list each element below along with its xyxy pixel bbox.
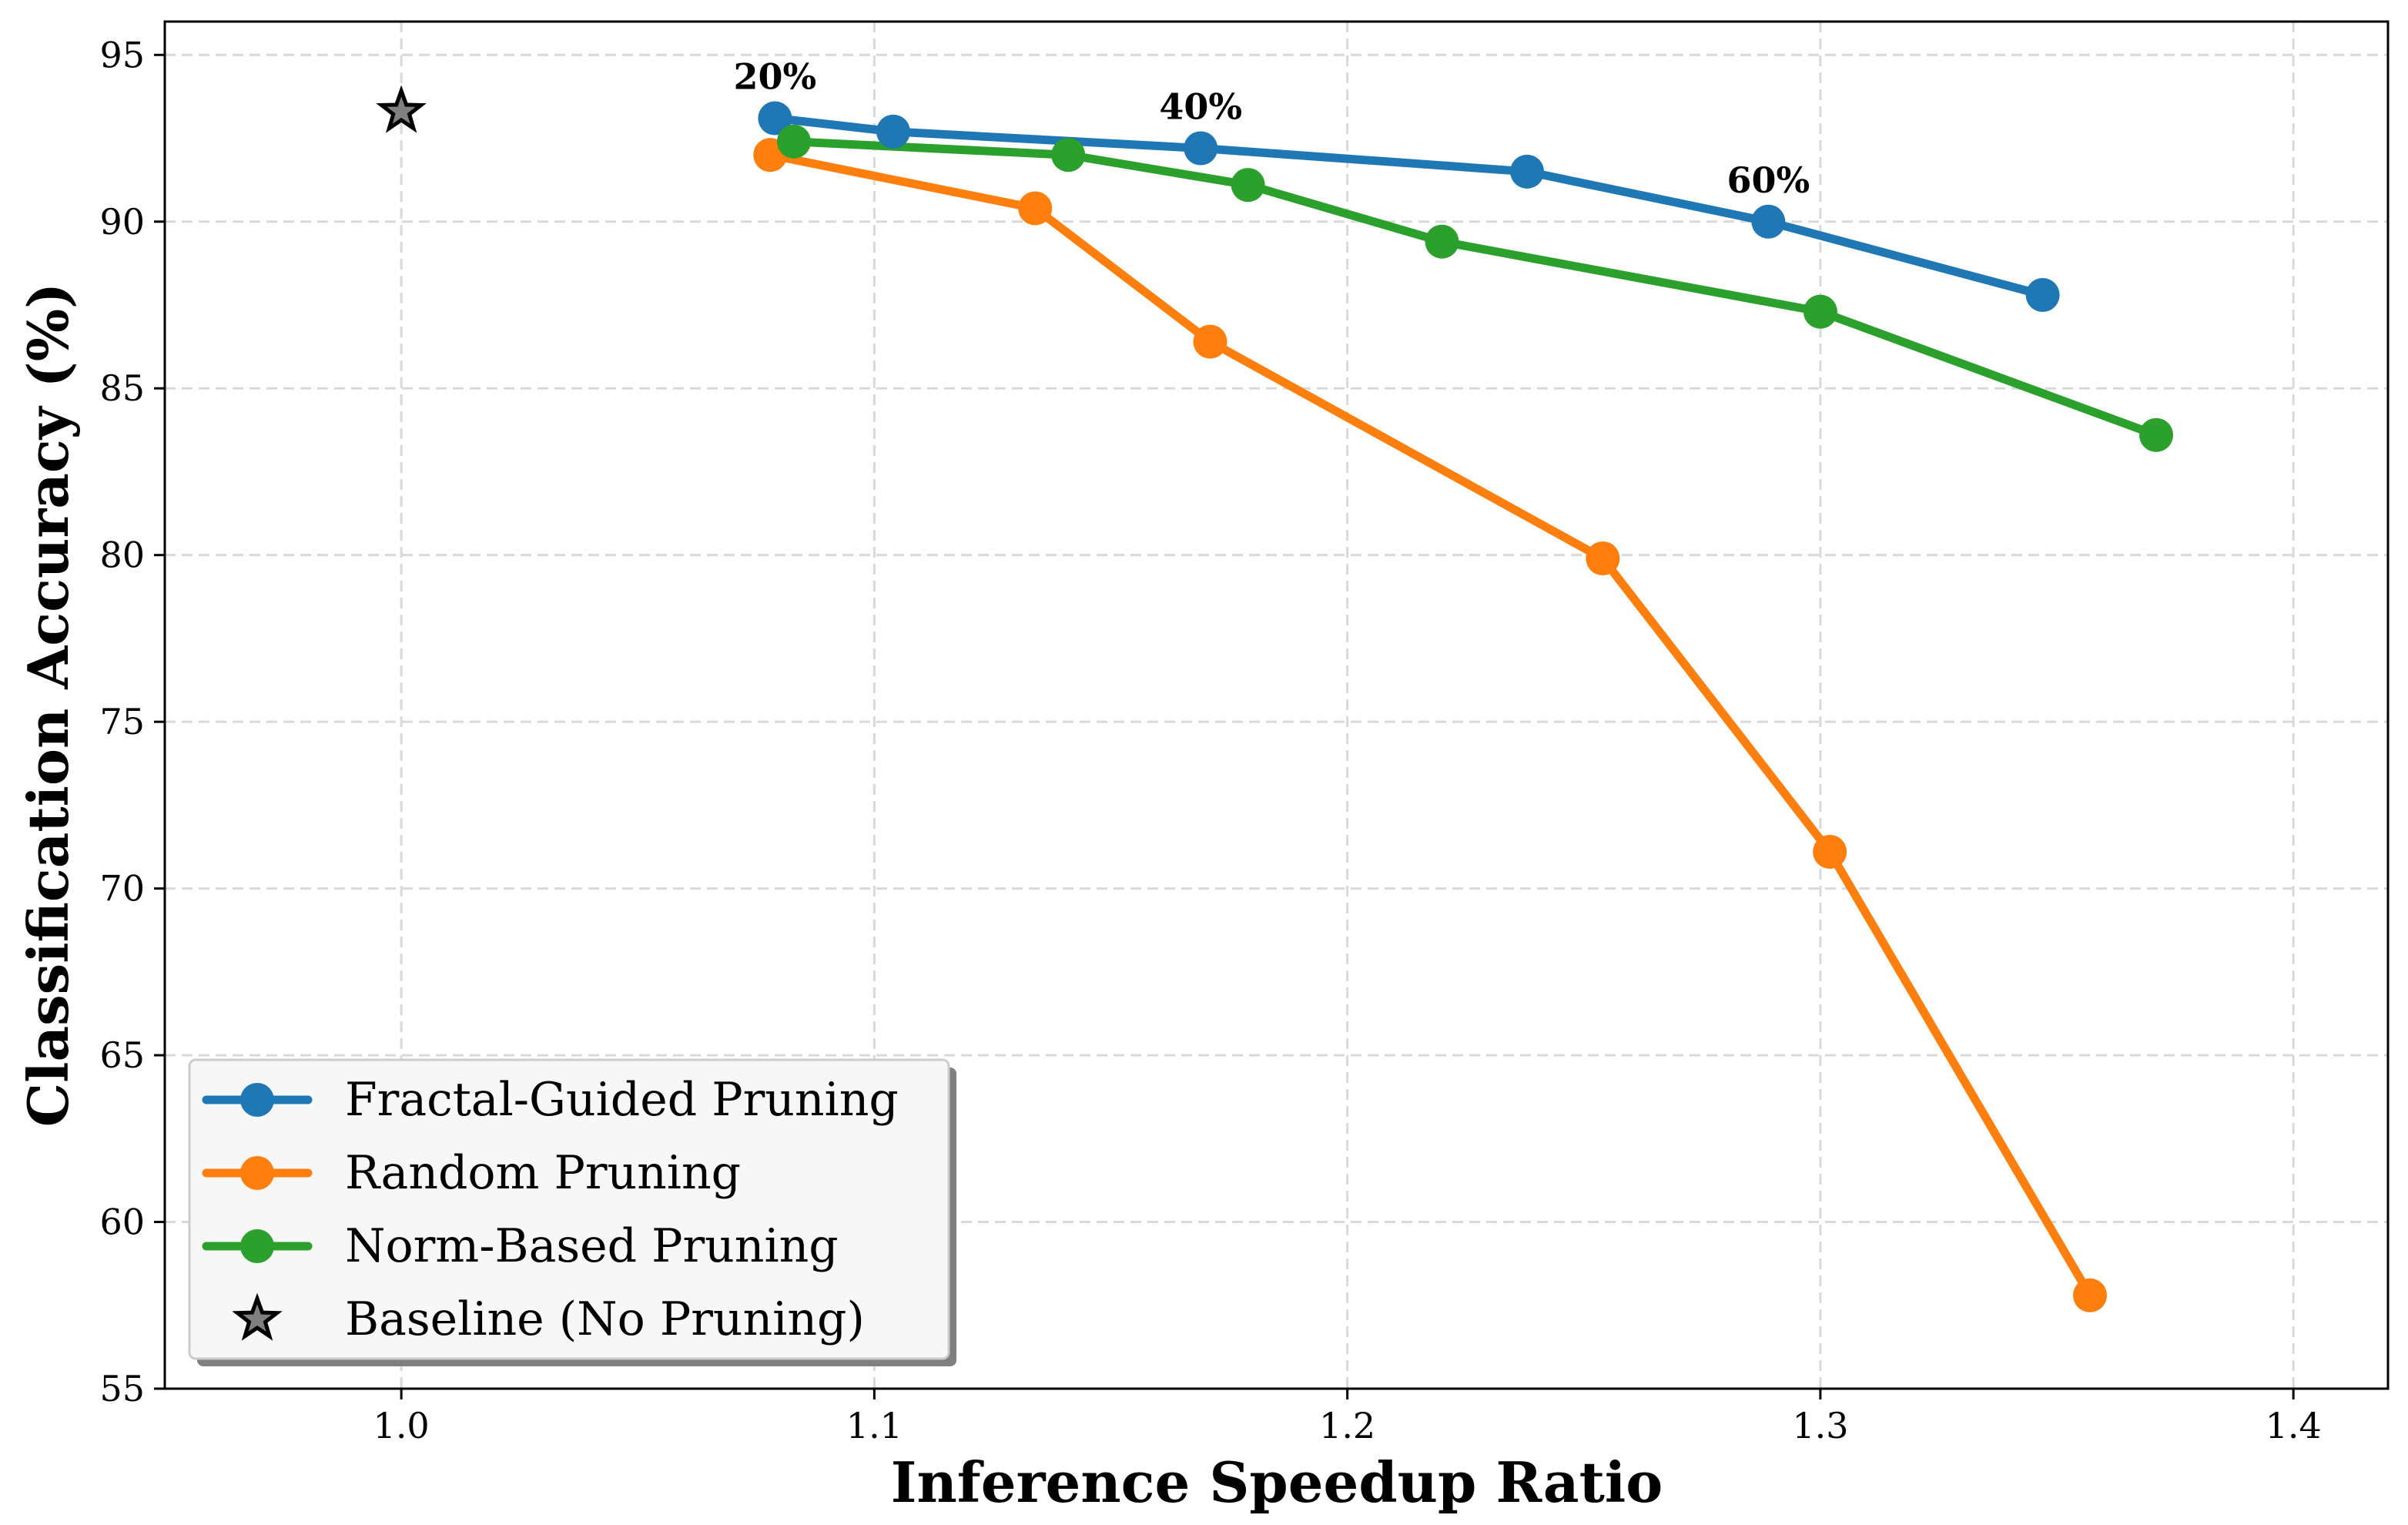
series-1-point bbox=[1018, 191, 1053, 226]
y-tick-label: 95 bbox=[99, 34, 145, 75]
series-markers bbox=[753, 101, 2174, 1312]
series-0-point bbox=[1184, 131, 1218, 166]
legend-label: Baseline (No Pruning) bbox=[345, 1292, 865, 1346]
x-tick-label: 1.3 bbox=[1792, 1405, 1848, 1446]
series-1-point bbox=[1813, 834, 1847, 869]
y-axis-title: Classification Accuracy (%) bbox=[15, 283, 81, 1127]
y-tick-label: 60 bbox=[99, 1202, 145, 1243]
series-line-2 bbox=[789, 137, 2161, 440]
y-tick-label: 55 bbox=[99, 1368, 145, 1409]
series-1-point bbox=[2073, 1278, 2108, 1312]
series-2-point bbox=[1051, 138, 1086, 173]
x-axis-ticks: 1.0 1.1 1.2 1.3 1.4 bbox=[373, 1389, 2322, 1446]
series-2-point bbox=[1803, 294, 1837, 329]
y-tick-label: 80 bbox=[99, 535, 145, 576]
legend-marker-swatch bbox=[240, 1083, 274, 1117]
legend: Fractal-Guided Pruning Random Pruning Norm… bbox=[188, 1058, 956, 1366]
x-tick-label: 1.2 bbox=[1319, 1405, 1375, 1446]
legend-label: Norm-Based Pruning bbox=[345, 1219, 839, 1273]
baseline-star-icon bbox=[376, 85, 427, 133]
series-line-1 bbox=[765, 150, 2095, 1300]
x-tick-label: 1.4 bbox=[2266, 1405, 2322, 1446]
series-lines bbox=[765, 114, 2161, 1300]
series-0-point bbox=[876, 114, 910, 149]
series-0-point bbox=[758, 101, 792, 136]
series-1-point bbox=[1586, 541, 1620, 576]
legend-label: Random Pruning bbox=[345, 1146, 741, 1200]
x-tick-label: 1.0 bbox=[373, 1405, 430, 1446]
legend-marker-swatch bbox=[240, 1229, 274, 1263]
series-0-point bbox=[2025, 278, 2060, 312]
plot-frame bbox=[163, 20, 2390, 1390]
annotation-label: 20% bbox=[734, 56, 817, 98]
y-tick-label: 65 bbox=[99, 1034, 145, 1076]
y-axis-ticks: 55 60 65 70 75 80 85 90 95 bbox=[99, 34, 165, 1409]
legend-label: Fractal-Guided Pruning bbox=[345, 1073, 899, 1127]
legend-marker-swatch bbox=[240, 1156, 274, 1190]
series-0-point bbox=[1510, 154, 1545, 189]
y-tick-label: 85 bbox=[99, 367, 145, 409]
series-0-point bbox=[1751, 204, 1786, 239]
series-2-point bbox=[2139, 417, 2174, 452]
annotations: 20% 40% 60% bbox=[734, 56, 1810, 201]
legend-star-icon bbox=[232, 1292, 283, 1341]
y-tick-label: 90 bbox=[99, 201, 145, 243]
annotation-label: 40% bbox=[1159, 86, 1242, 128]
legend-box bbox=[188, 1058, 950, 1360]
series-line-0 bbox=[770, 114, 2048, 300]
x-axis-title: Inference Speedup Ratio bbox=[891, 1450, 1663, 1515]
x-tick-label: 1.1 bbox=[846, 1405, 903, 1446]
baseline-marker-group bbox=[376, 85, 427, 133]
annotation-label: 60% bbox=[1726, 159, 1810, 201]
series-1-point bbox=[1193, 324, 1227, 359]
series-2-point bbox=[776, 124, 811, 159]
y-tick-label: 75 bbox=[99, 701, 145, 742]
series-2-point bbox=[1425, 224, 1459, 259]
y-tick-label: 70 bbox=[99, 868, 145, 910]
series-2-point bbox=[1231, 168, 1265, 203]
